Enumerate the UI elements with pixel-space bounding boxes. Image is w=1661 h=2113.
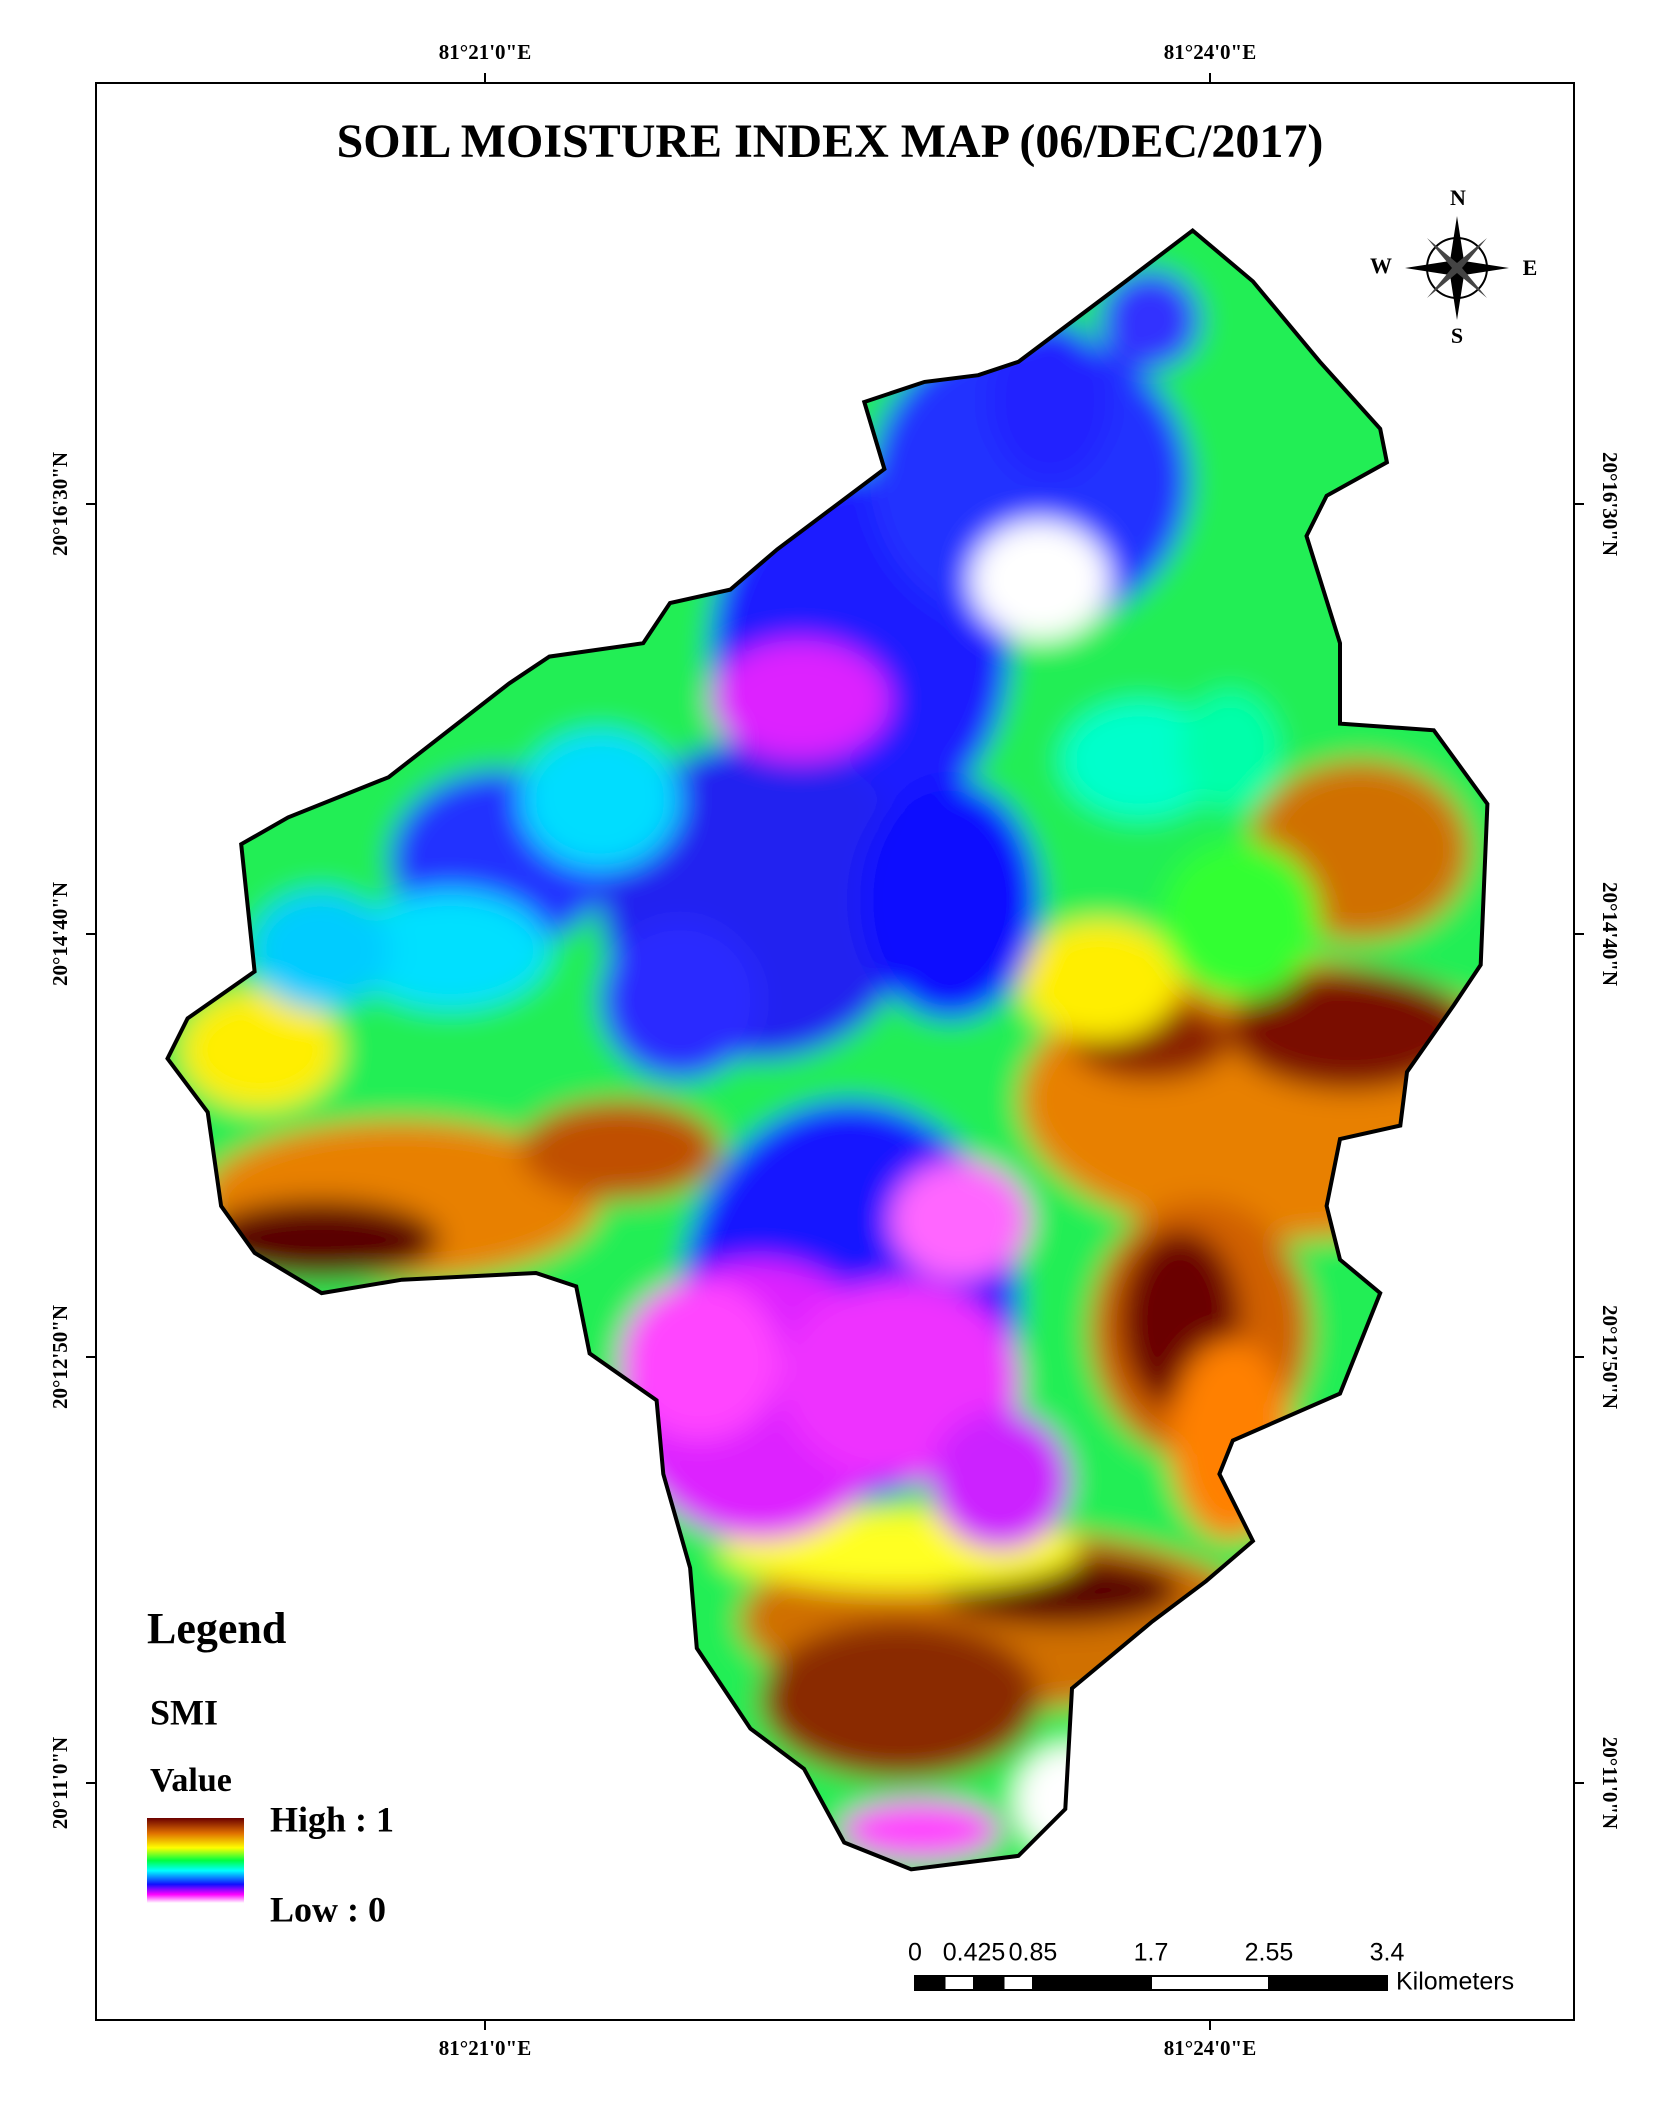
lat-label-left: 20°11'0"N	[48, 1737, 72, 1829]
map-title: SOIL MOISTURE INDEX MAP (06/DEC/2017)	[337, 115, 1324, 168]
legend-heading: Legend	[147, 1604, 286, 1653]
scale-segment	[1032, 1975, 1152, 1991]
scale-unit: Kilometers	[1396, 1968, 1514, 1996]
compass-w: W	[1370, 253, 1392, 278]
lat-label-right: 20°11'0"N	[1598, 1737, 1622, 1829]
legend-ramp	[147, 1818, 244, 1903]
legend-layer: SMI	[150, 1692, 218, 1732]
scale-bar: 0 0.425 0.85 1.7 2.55 3.4	[908, 1939, 1405, 1991]
scale-segment	[973, 1975, 1005, 1991]
legend-high: High : 1	[270, 1799, 394, 1839]
lat-label-right: 20°16'30"N	[1598, 452, 1622, 556]
lon-label-top: 81°24'0"E	[1164, 40, 1256, 64]
lon-label-bottom: 81°21'0"E	[439, 2036, 531, 2060]
lat-label-right: 20°14'40"N	[1598, 882, 1622, 986]
scale-segment	[1002, 1975, 1034, 1991]
scale-tick-label: 0	[908, 1939, 922, 1967]
scale-segment	[914, 1975, 946, 1991]
scale-segment	[1150, 1975, 1270, 1991]
north-arrow	[1405, 216, 1509, 320]
lat-label-right: 20°12'50"N	[1598, 1305, 1622, 1409]
legend-field: Value	[150, 1762, 232, 1799]
study-area-outline	[165, 227, 1490, 1872]
scale-tick-label: 2.55	[1245, 1939, 1294, 1967]
compass-n: N	[1450, 185, 1466, 210]
scale-tick-label: 0.85	[1009, 1939, 1058, 1967]
scale-tick-label: 3.4	[1370, 1939, 1405, 1967]
lat-label-left: 20°14'40"N	[48, 882, 72, 986]
compass-e: E	[1523, 255, 1538, 280]
legend-low: Low : 0	[270, 1889, 386, 1929]
scale-segment	[1268, 1975, 1388, 1991]
lon-label-top: 81°21'0"E	[439, 40, 531, 64]
compass-s: S	[1451, 323, 1463, 348]
lat-label-left: 20°12'50"N	[48, 1305, 72, 1409]
scale-tick-label: 1.7	[1134, 1939, 1169, 1967]
lon-label-bottom: 81°24'0"E	[1164, 2036, 1256, 2060]
scale-tick-label: 0.425	[943, 1939, 1006, 1967]
scale-segment	[943, 1975, 975, 1991]
lat-label-left: 20°16'30"N	[48, 452, 72, 556]
